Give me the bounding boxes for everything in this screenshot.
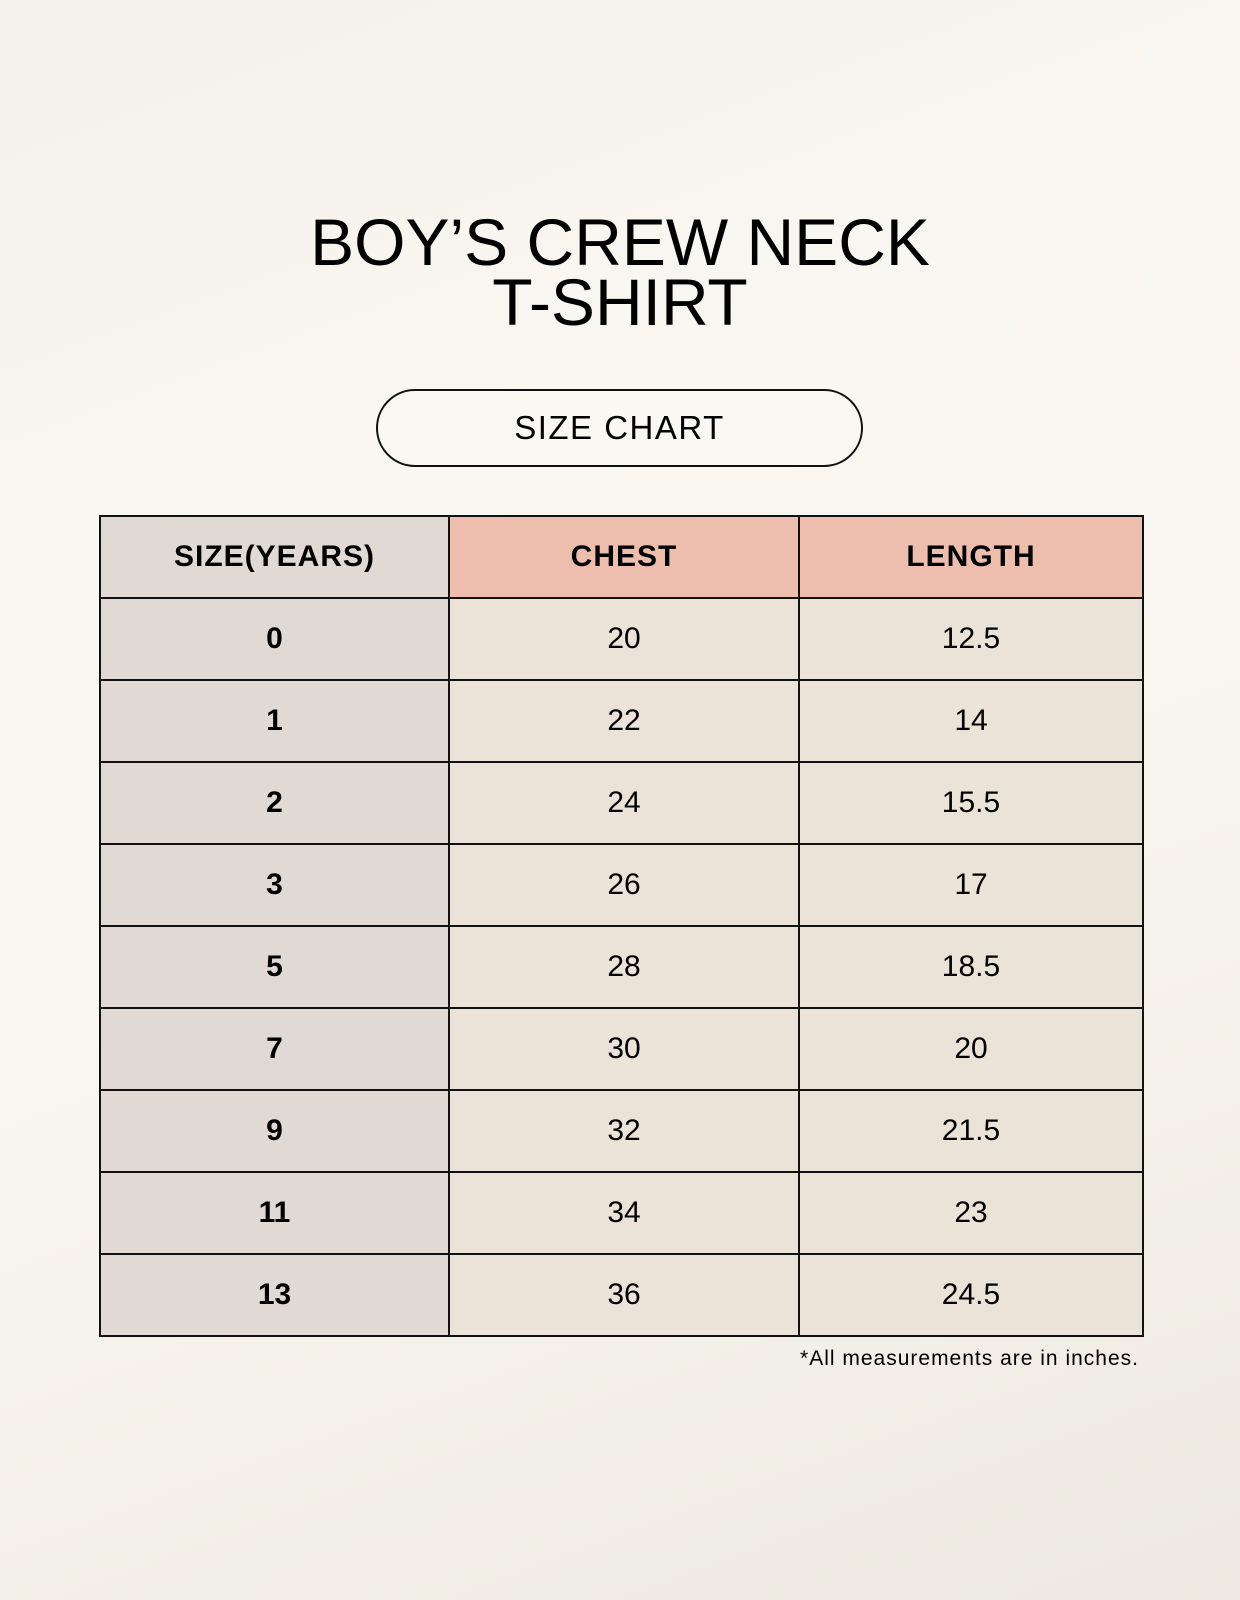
cell-length: 14 — [798, 679, 1144, 763]
footnote: *All measurements are in inches. — [800, 1347, 1139, 1370]
cell-chest: 20 — [448, 597, 800, 681]
table-row: 5 28 18.5 — [99, 925, 1144, 1009]
cell-chest: 28 — [448, 925, 800, 1009]
cell-chest: 30 — [448, 1007, 800, 1091]
table-row: 7 30 20 — [99, 1007, 1144, 1091]
cell-size: 1 — [99, 679, 450, 763]
table-row: 2 24 15.5 — [99, 761, 1144, 845]
table-row: 11 34 23 — [99, 1171, 1144, 1255]
cell-length: 18.5 — [798, 925, 1144, 1009]
table-header-row: SIZE(YEARS) CHEST LENGTH — [99, 515, 1144, 599]
table-row: 1 22 14 — [99, 679, 1144, 763]
cell-length: 21.5 — [798, 1089, 1144, 1173]
header-size: SIZE(YEARS) — [99, 515, 450, 599]
cell-length: 20 — [798, 1007, 1144, 1091]
cell-chest: 22 — [448, 679, 800, 763]
title-line-1: BOY’S CREW NECK — [310, 205, 930, 279]
cell-chest: 36 — [448, 1253, 800, 1337]
cell-length: 17 — [798, 843, 1144, 927]
cell-chest: 26 — [448, 843, 800, 927]
cell-length: 12.5 — [798, 597, 1144, 681]
cell-length: 23 — [798, 1171, 1144, 1255]
table-row: 13 36 24.5 — [99, 1253, 1144, 1337]
title-line-2: T-SHIRT — [492, 265, 748, 339]
cell-length: 24.5 — [798, 1253, 1144, 1337]
size-table: SIZE(YEARS) CHEST LENGTH 0 20 12.5 1 22 14 2 24… — [99, 515, 1144, 1337]
cell-size: 11 — [99, 1171, 450, 1255]
cell-size: 2 — [99, 761, 450, 845]
header-length: LENGTH — [798, 515, 1144, 599]
size-chart-badge: SIZE CHART — [376, 389, 863, 467]
cell-size: 5 — [99, 925, 450, 1009]
cell-chest: 24 — [448, 761, 800, 845]
header-chest: CHEST — [448, 515, 800, 599]
cell-chest: 34 — [448, 1171, 800, 1255]
cell-size: 13 — [99, 1253, 450, 1337]
cell-size: 9 — [99, 1089, 450, 1173]
table-row: 3 26 17 — [99, 843, 1144, 927]
cell-size: 0 — [99, 597, 450, 681]
cell-length: 15.5 — [798, 761, 1144, 845]
cell-size: 3 — [99, 843, 450, 927]
table-row: 9 32 21.5 — [99, 1089, 1144, 1173]
table-row: 0 20 12.5 — [99, 597, 1144, 681]
page-title: BOY’S CREW NECK T-SHIRT — [0, 205, 1240, 339]
cell-size: 7 — [99, 1007, 450, 1091]
cell-chest: 32 — [448, 1089, 800, 1173]
